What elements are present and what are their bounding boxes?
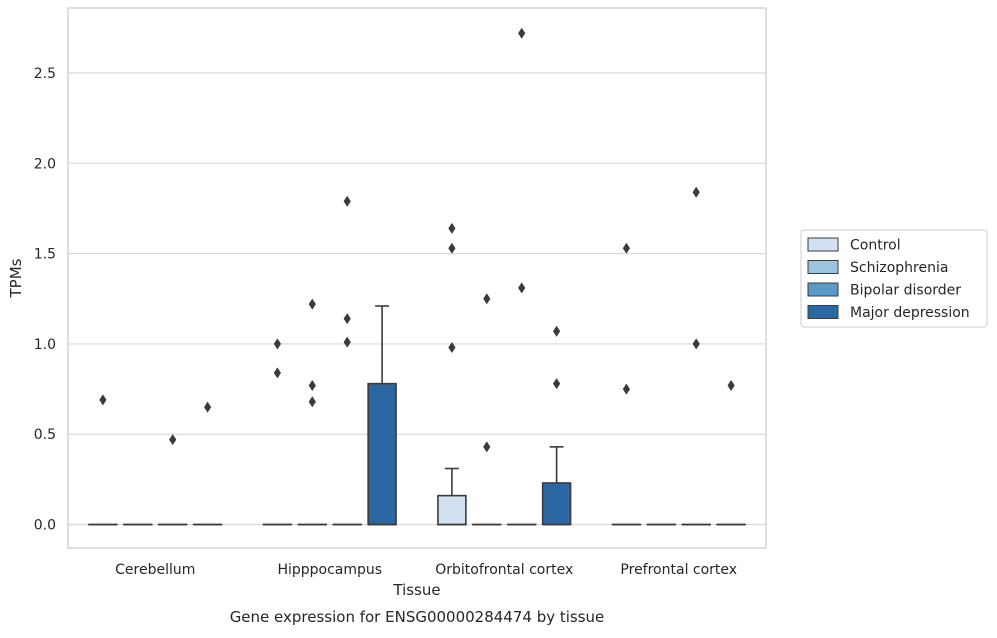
outlier-point: [309, 299, 316, 310]
x-tick-label: Prefrontal cortex: [620, 562, 737, 578]
box-2-0: [438, 223, 466, 525]
legend-swatch: [808, 283, 838, 296]
box-0-0: [89, 394, 117, 524]
box-0-2: [159, 434, 187, 524]
legend-swatch: [808, 306, 838, 319]
grid-layer: [68, 73, 766, 525]
outlier-point: [204, 402, 211, 413]
box-3-2: [682, 187, 710, 525]
box-3-0: [612, 243, 640, 525]
y-tick-label: 1.5: [34, 247, 56, 263]
box-0-3: [194, 402, 222, 525]
outlier-point: [274, 338, 281, 349]
outlier-point: [553, 326, 560, 337]
legend-label: Major depression: [850, 305, 970, 321]
y-tick-label: 0.0: [34, 518, 56, 534]
legend-item: Major depression: [808, 305, 970, 321]
outlier-point: [623, 384, 630, 395]
box-1-3: [368, 306, 396, 525]
box-body: [368, 384, 396, 525]
x-tick-label: Cerebellum: [115, 562, 195, 578]
y-tick-label: 2.5: [34, 66, 56, 82]
outlier-point: [344, 337, 351, 348]
x-tick-label: Hipppocampus: [277, 562, 382, 578]
legend: Control Schizophrenia Bipolar disorder Majo…: [801, 230, 987, 327]
y-tick-label: 2.0: [34, 156, 56, 172]
outlier-point: [309, 396, 316, 407]
outlier-point: [728, 380, 735, 391]
box-body: [543, 483, 571, 525]
x-axis-label: Tissue: [392, 581, 440, 599]
box-body: [438, 496, 466, 525]
outlier-point: [693, 338, 700, 349]
outlier-point: [483, 293, 490, 304]
legend-label: Schizophrenia: [850, 260, 948, 276]
box-layer: [89, 28, 745, 525]
outlier-point: [309, 380, 316, 391]
legend-label: Bipolar disorder: [850, 283, 961, 299]
legend-item: Schizophrenia: [808, 260, 948, 276]
box-2-2: [508, 28, 536, 525]
legend-item: Bipolar disorder: [808, 283, 961, 299]
box-1-1: [298, 299, 326, 525]
legend-swatch: [808, 238, 838, 251]
outlier-point: [553, 378, 560, 389]
outlier-point: [344, 196, 351, 207]
box-3-3: [717, 380, 745, 525]
legend-label: Control: [850, 238, 901, 254]
box-1-0: [263, 338, 291, 524]
outlier-point: [448, 223, 455, 234]
outlier-point: [169, 434, 176, 445]
y-tick-label: 0.5: [34, 427, 56, 443]
y-axis-label: TPMs: [7, 258, 25, 298]
plot-frame: [68, 8, 766, 548]
x-tick-label: Orbitofrontal cortex: [435, 562, 573, 578]
outlier-point: [274, 367, 281, 378]
outlier-point: [518, 282, 525, 293]
outlier-point: [693, 187, 700, 198]
x-tick-labels: Cerebellum Hipppocampus Orbitofrontal cort…: [115, 562, 737, 578]
outlier-point: [623, 243, 630, 254]
box-2-3: [543, 326, 571, 525]
chart-caption: Gene expression for ENSG00000284474 by t…: [230, 608, 605, 626]
box-2-1: [473, 293, 501, 524]
y-tick-labels: 0.0 0.5 1.0 1.5 2.0 2.5: [34, 66, 56, 534]
outlier-point: [483, 441, 490, 452]
outlier-point: [344, 313, 351, 324]
y-tick-label: 1.0: [34, 337, 56, 353]
outlier-point: [518, 28, 525, 39]
outlier-point: [99, 394, 106, 405]
legend-item: Control: [808, 238, 901, 254]
outlier-point: [448, 243, 455, 254]
box-1-2: [333, 196, 361, 525]
legend-swatch: [808, 261, 838, 274]
